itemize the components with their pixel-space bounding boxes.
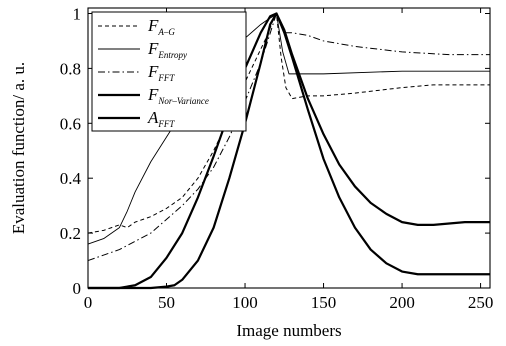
y-tick-label: 0.2 [60,224,81,243]
legend-subscript: Entropy [157,50,187,60]
series-line-f-a-g [87,12,490,234]
y-tick-label: 1 [73,4,82,23]
x-tick-label: 200 [389,293,415,312]
x-tick-label: 150 [311,293,337,312]
series-line-a-fft [88,12,490,290]
y-tick-label: 0 [73,279,82,298]
plot-frame [87,7,491,289]
y-tick-label: 0.4 [60,169,82,188]
x-tick-label: 250 [468,293,494,312]
x-tick-label: 100 [232,293,258,312]
series-line-f-fft [87,12,490,262]
x-tick-label: 0 [84,293,93,312]
legend-subscript: FFT [157,119,175,129]
x-axis-label: Image numbers [236,321,341,340]
y-tick-label: 0.6 [60,114,81,133]
y-tick-label: 0.8 [60,59,81,78]
legend-subscript: A–G [157,27,175,37]
x-tick-label: 50 [158,293,175,312]
legend-subscript: Nor–Variance [157,96,209,106]
ticks-layer: 0 50 100 150 200 250 0 0.2 0.4 0.6 0.8 1 [60,4,494,312]
legend-subscript: FFT [157,73,175,83]
y-axis-label: Evaluation function/ a. u. [9,62,28,234]
